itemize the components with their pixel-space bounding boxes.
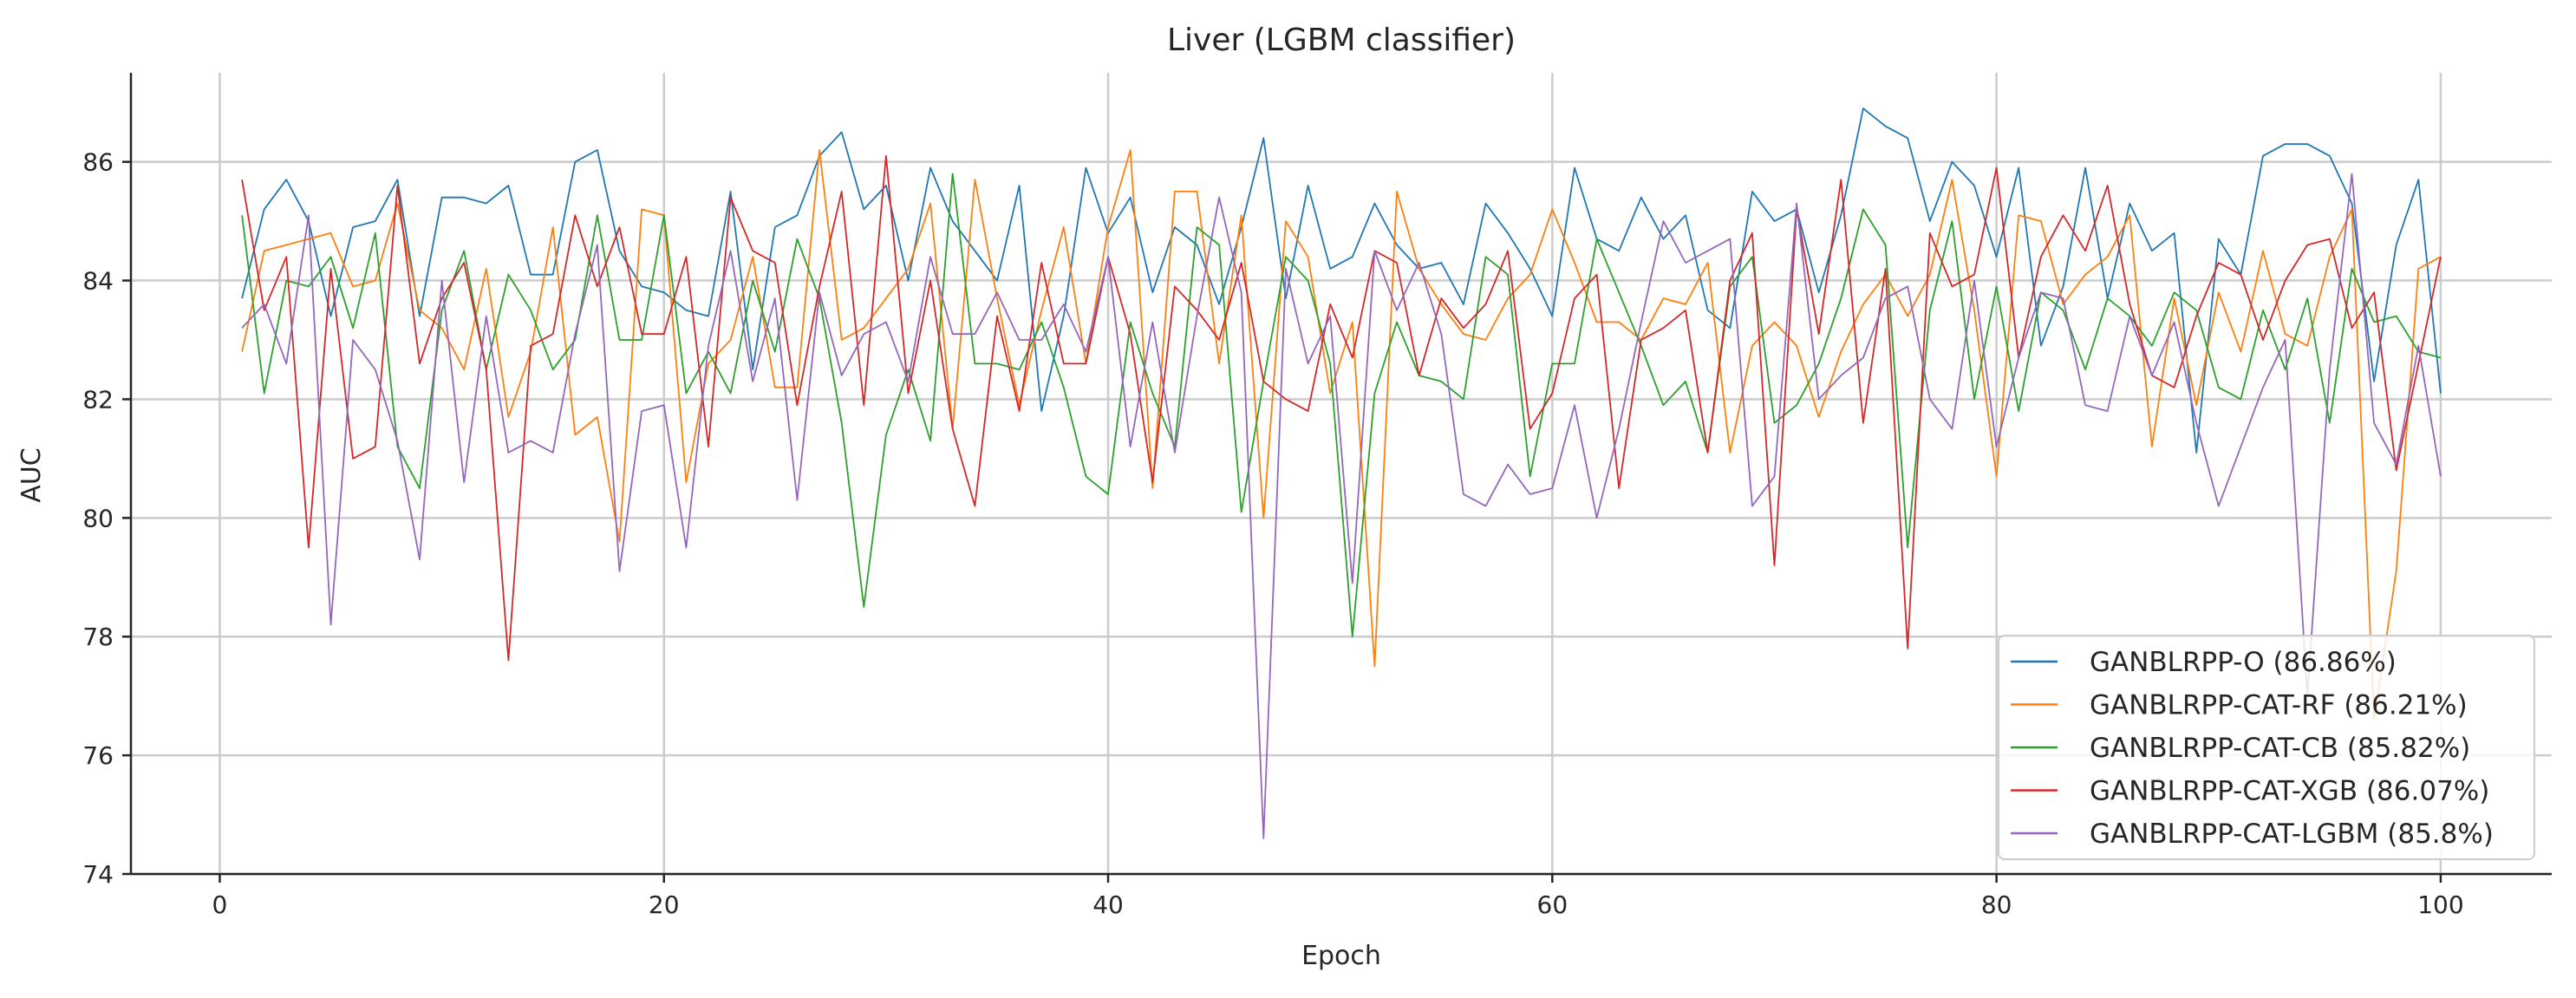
x-ticks: 0 20 40 60 80 100 — [212, 874, 2464, 919]
series-line-2 — [241, 149, 2442, 721]
chart-title: Liver (LGBM classifier) — [1167, 23, 1516, 58]
x-axis-label: Epoch — [1301, 941, 1381, 971]
series-group — [241, 108, 2442, 839]
y-ticks: 74 76 78 80 82 84 86 — [82, 148, 131, 889]
legend-box — [1998, 635, 2535, 860]
y-tick-label: 74 — [82, 860, 114, 889]
legend-label-2: GANBLRPP-CAT-RF (86.21%) — [2090, 690, 2468, 721]
y-tick-label: 84 — [82, 267, 114, 296]
series-line-5 — [241, 173, 2442, 839]
x-tick-label: 0 — [212, 890, 228, 919]
legend-label-1: GANBLRPP-O (86.86%) — [2090, 647, 2397, 678]
x-tick-label: 80 — [1981, 890, 2012, 919]
legend-label-5: GANBLRPP-CAT-LGBM (85.8%) — [2090, 819, 2494, 850]
axes — [129, 73, 2552, 876]
x-tick-label: 40 — [1092, 890, 1124, 919]
legend-label-4: GANBLRPP-CAT-XGB (86.07%) — [2090, 776, 2489, 807]
series-line-1 — [241, 108, 2442, 453]
x-tick-label: 100 — [2417, 890, 2463, 919]
y-tick-label: 82 — [82, 385, 114, 414]
series-line-3 — [241, 173, 2442, 638]
x-tick-label: 60 — [1537, 890, 1568, 919]
y-axis-label: AUC — [16, 447, 47, 502]
legend: GANBLRPP-O (86.86%) GANBLRPP-CAT-RF (86.2… — [1998, 635, 2535, 860]
y-tick-label: 86 — [82, 148, 114, 177]
series-line-4 — [241, 154, 2442, 662]
y-tick-label: 76 — [82, 741, 114, 770]
x-tick-label: 20 — [649, 890, 680, 919]
y-tick-label: 80 — [82, 504, 114, 532]
y-tick-label: 78 — [82, 623, 114, 651]
legend-label-3: GANBLRPP-CAT-CB (85.82%) — [2090, 733, 2470, 764]
